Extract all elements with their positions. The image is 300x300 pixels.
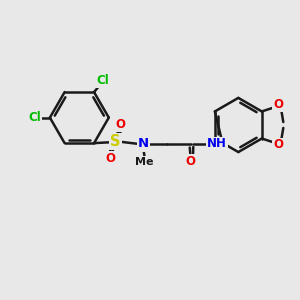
Text: O: O [273, 139, 283, 152]
Text: O: O [273, 98, 283, 111]
Text: O: O [116, 118, 126, 131]
Text: Cl: Cl [28, 111, 41, 124]
Text: O: O [186, 155, 196, 168]
Text: O: O [105, 152, 115, 165]
Text: S: S [110, 134, 121, 149]
Text: Me: Me [136, 157, 154, 167]
Text: NH: NH [207, 137, 227, 151]
Text: N: N [138, 137, 149, 151]
Text: Cl: Cl [96, 74, 109, 87]
